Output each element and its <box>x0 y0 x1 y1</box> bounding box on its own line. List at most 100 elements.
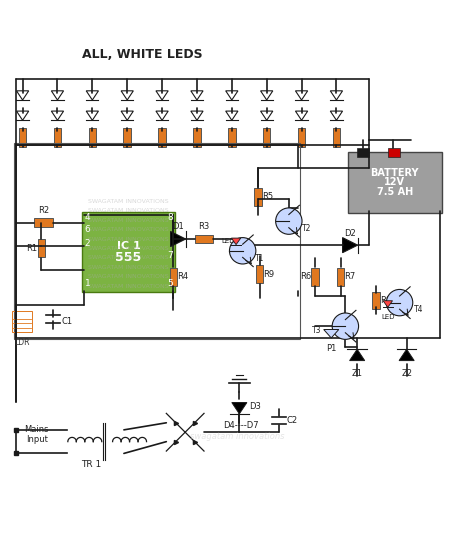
Polygon shape <box>383 301 392 307</box>
Text: R1: R1 <box>27 244 37 253</box>
Polygon shape <box>121 91 133 100</box>
Polygon shape <box>232 403 247 414</box>
Text: LED: LED <box>221 238 235 244</box>
Text: T4: T4 <box>414 305 423 314</box>
Text: D1: D1 <box>172 222 184 231</box>
Text: LDR: LDR <box>14 338 30 347</box>
Text: R3: R3 <box>199 222 210 231</box>
Polygon shape <box>171 232 186 246</box>
Polygon shape <box>295 111 308 120</box>
FancyBboxPatch shape <box>357 148 369 157</box>
Polygon shape <box>261 91 273 100</box>
Circle shape <box>229 238 256 264</box>
Text: SWAGATAM INNOVATIONS: SWAGATAM INNOVATIONS <box>88 274 169 279</box>
Text: R5: R5 <box>262 192 273 201</box>
Polygon shape <box>295 91 308 100</box>
Text: P1: P1 <box>326 344 337 353</box>
Text: swagatam innovations: swagatam innovations <box>190 432 284 441</box>
FancyBboxPatch shape <box>228 128 236 147</box>
Text: 4: 4 <box>85 213 91 222</box>
Text: T1: T1 <box>255 254 264 263</box>
FancyBboxPatch shape <box>54 128 61 147</box>
Circle shape <box>386 289 413 316</box>
Polygon shape <box>226 111 238 120</box>
Polygon shape <box>51 111 64 120</box>
Polygon shape <box>51 91 64 100</box>
Polygon shape <box>86 91 99 100</box>
Polygon shape <box>86 111 99 120</box>
Text: R2: R2 <box>38 206 49 214</box>
Text: T3: T3 <box>312 326 322 336</box>
Text: R7: R7 <box>345 272 356 281</box>
Text: Z2: Z2 <box>401 369 412 378</box>
FancyBboxPatch shape <box>348 152 442 213</box>
FancyBboxPatch shape <box>193 128 201 147</box>
FancyBboxPatch shape <box>37 239 45 257</box>
FancyBboxPatch shape <box>82 212 175 292</box>
Text: D4----D7: D4----D7 <box>223 421 258 430</box>
Circle shape <box>276 208 302 234</box>
Text: IC 1: IC 1 <box>117 241 140 251</box>
Polygon shape <box>261 111 273 120</box>
Text: R6: R6 <box>300 272 311 281</box>
Circle shape <box>332 313 358 339</box>
Text: Z1: Z1 <box>352 369 363 378</box>
Polygon shape <box>156 111 168 120</box>
Text: TR 1: TR 1 <box>81 460 101 469</box>
FancyBboxPatch shape <box>89 128 96 147</box>
Text: 12V: 12V <box>384 177 405 188</box>
Polygon shape <box>399 349 414 361</box>
Text: 2: 2 <box>85 239 91 248</box>
FancyBboxPatch shape <box>158 128 166 147</box>
FancyBboxPatch shape <box>123 128 131 147</box>
Text: SWAGATAM INNOVATIONS: SWAGATAM INNOVATIONS <box>88 208 169 213</box>
Text: D2: D2 <box>344 229 356 238</box>
Polygon shape <box>350 349 365 361</box>
Polygon shape <box>324 330 339 338</box>
Polygon shape <box>343 238 357 252</box>
FancyBboxPatch shape <box>263 128 271 147</box>
FancyBboxPatch shape <box>373 292 380 308</box>
Text: C2: C2 <box>286 416 298 425</box>
Polygon shape <box>231 238 241 245</box>
Polygon shape <box>156 91 168 100</box>
FancyBboxPatch shape <box>19 128 27 147</box>
FancyBboxPatch shape <box>195 235 213 243</box>
Text: 555: 555 <box>116 251 142 264</box>
Text: C1: C1 <box>62 317 73 326</box>
FancyBboxPatch shape <box>170 268 177 286</box>
Polygon shape <box>191 91 203 100</box>
Text: 5: 5 <box>167 279 173 288</box>
Text: SWAGATAM INNOVATIONS: SWAGATAM INNOVATIONS <box>88 283 169 289</box>
Polygon shape <box>17 91 29 100</box>
Text: BATTERY: BATTERY <box>371 168 419 178</box>
Text: 8: 8 <box>167 213 173 222</box>
Text: 7: 7 <box>167 251 173 260</box>
Polygon shape <box>17 111 29 120</box>
FancyBboxPatch shape <box>333 128 340 147</box>
Text: SWAGATAM INNOVATIONS: SWAGATAM INNOVATIONS <box>88 218 169 222</box>
Text: SWAGATAM INNOVATIONS: SWAGATAM INNOVATIONS <box>88 227 169 232</box>
Text: R8: R8 <box>380 296 391 305</box>
Text: R4: R4 <box>177 272 188 281</box>
Text: SWAGATAM INNOVATIONS: SWAGATAM INNOVATIONS <box>88 255 169 261</box>
Text: R9: R9 <box>264 270 274 279</box>
Text: SWAGATAM INNOVATIONS: SWAGATAM INNOVATIONS <box>88 199 169 204</box>
Text: LED: LED <box>381 314 394 320</box>
FancyBboxPatch shape <box>35 218 53 227</box>
Text: D3: D3 <box>249 402 261 411</box>
Polygon shape <box>191 111 203 120</box>
FancyBboxPatch shape <box>311 268 319 286</box>
Polygon shape <box>226 91 238 100</box>
Polygon shape <box>121 111 133 120</box>
Text: T2: T2 <box>302 224 311 233</box>
FancyBboxPatch shape <box>256 265 264 283</box>
Polygon shape <box>330 91 343 100</box>
Text: 7.5 AH: 7.5 AH <box>377 187 413 197</box>
FancyBboxPatch shape <box>255 188 262 206</box>
Text: SWAGATAM INNOVATIONS: SWAGATAM INNOVATIONS <box>88 237 169 242</box>
FancyBboxPatch shape <box>337 268 345 286</box>
Polygon shape <box>330 111 343 120</box>
Text: SWAGATAM INNOVATIONS: SWAGATAM INNOVATIONS <box>88 246 169 251</box>
Text: Mains
Input: Mains Input <box>25 425 49 444</box>
